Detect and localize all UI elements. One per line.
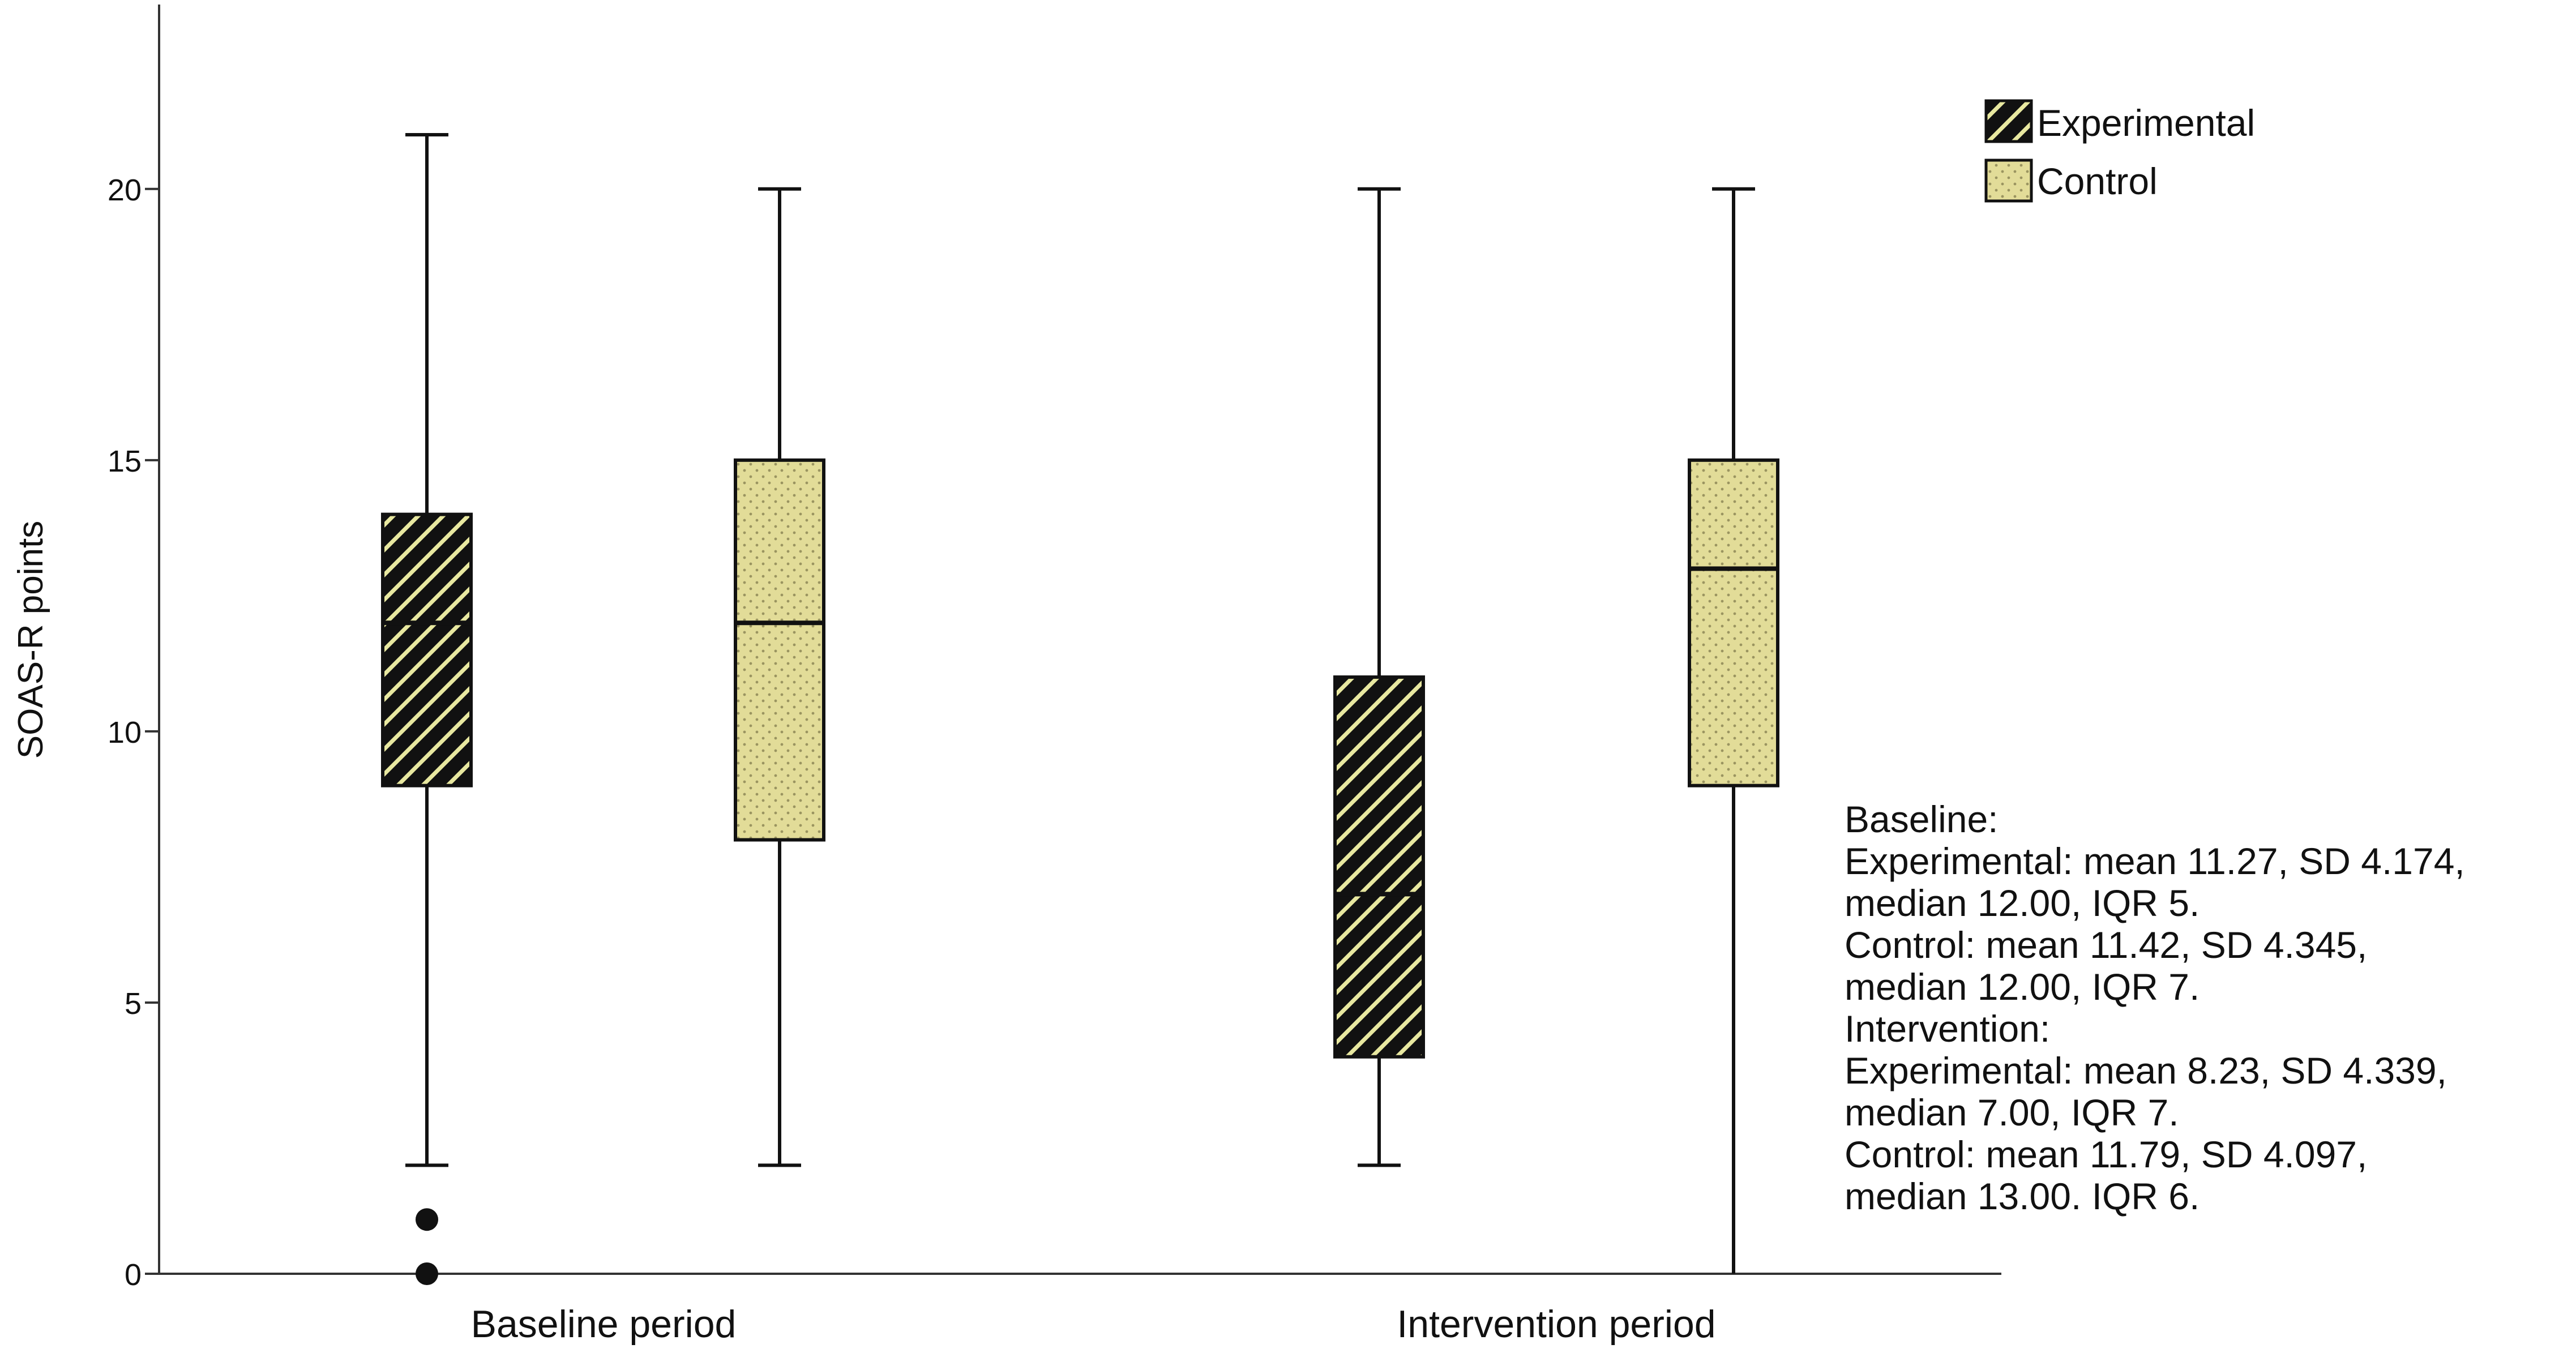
legend-label-experimental: Experimental (2037, 102, 2255, 144)
annotation-line: Control: mean 11.79, SD 4.097, (1845, 1133, 2367, 1175)
iqr-box (734, 458, 825, 842)
y-tick-label: 0 (125, 1258, 142, 1292)
summary-annotation: Baseline: Experimental: mean 11.27, SD 4… (1845, 798, 2465, 1217)
legend-swatch-experimental (1984, 99, 2033, 143)
boxes (381, 132, 1779, 1285)
legend-swatch-control (1984, 159, 2033, 203)
legend-item-experimental: Experimental (1984, 99, 2255, 144)
x-tick-label: Intervention period (1397, 1303, 1715, 1346)
legend: Experimental Control (1984, 99, 2255, 203)
annotation-line: median 12.00, IQR 5. (1845, 882, 2200, 924)
annotation-line: Baseline: (1845, 798, 1999, 840)
iqr-box (1688, 458, 1779, 787)
annotation-line: median 13.00. IQR 6. (1845, 1175, 2200, 1217)
annotation-line: Experimental: mean 11.27, SD 4.174, (1845, 840, 2465, 882)
box-experimental-intervention (1333, 187, 1425, 1167)
y-tick-label: 15 (108, 444, 142, 478)
annotation-line: Experimental: mean 8.23, SD 4.339, (1845, 1050, 2447, 1091)
annotation-line: Control: mean 11.42, SD 4.345, (1845, 924, 2367, 966)
box-control-baseline (734, 187, 825, 1167)
box-control-intervention (1688, 187, 1779, 1274)
y-tick-label: 5 (125, 987, 142, 1021)
y-ticks: 0 5 10 15 20 (108, 173, 159, 1292)
y-tick-label: 20 (108, 173, 142, 207)
legend-item-control: Control (1984, 159, 2158, 203)
box-experimental-baseline (381, 132, 473, 1285)
iqr-box (381, 512, 473, 787)
annotation-line: Intervention: (1845, 1008, 2050, 1050)
legend-label-control: Control (2037, 160, 2158, 202)
x-tick-labels: Baseline period Intervention period (471, 1303, 1716, 1346)
x-tick-label: Baseline period (471, 1303, 737, 1346)
y-axis-title: SOAS-R points (11, 521, 50, 759)
annotation-line: median 12.00, IQR 7. (1845, 966, 2200, 1008)
y-tick-label: 10 (108, 716, 142, 750)
iqr-box (1333, 675, 1425, 1059)
annotation-line: median 7.00, IQR 7. (1845, 1091, 2179, 1133)
outlier-point (416, 1262, 438, 1285)
outlier-point (416, 1208, 438, 1231)
